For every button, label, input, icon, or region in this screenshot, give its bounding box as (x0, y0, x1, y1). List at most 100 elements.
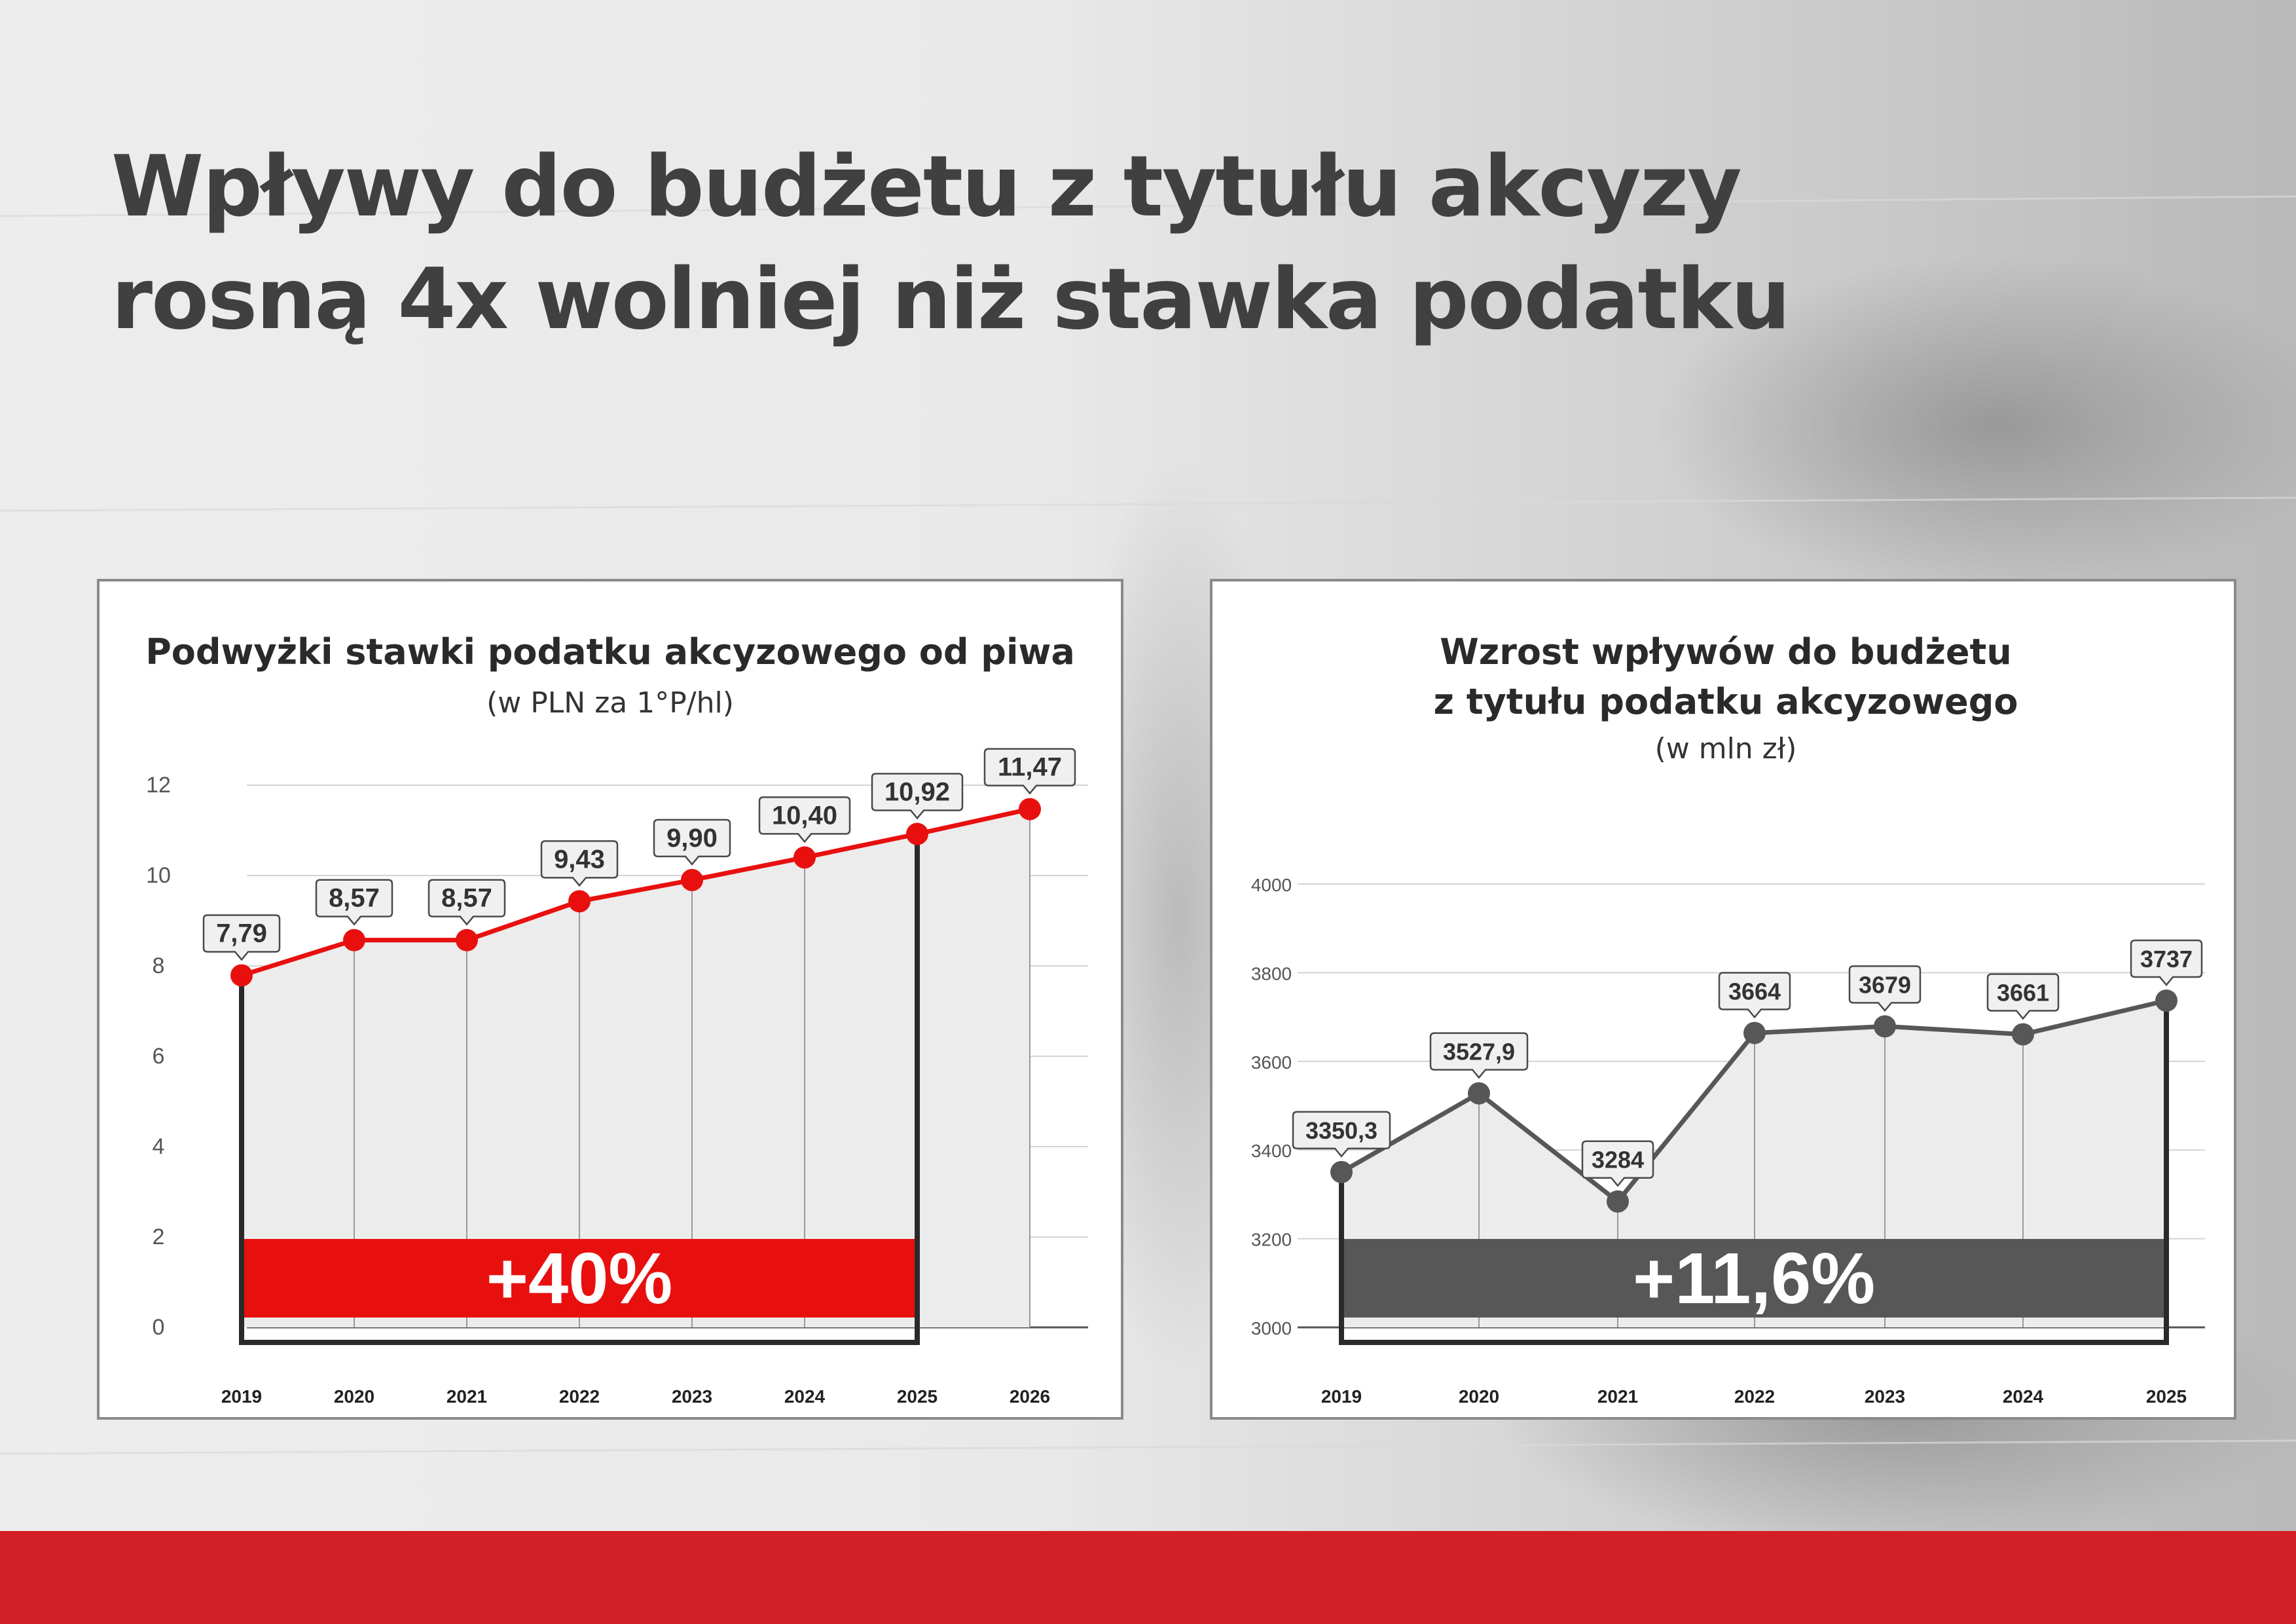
data-label-text: 9,90 (666, 824, 718, 853)
data-label-box (202, 914, 281, 961)
data-label-box (1848, 965, 1922, 1012)
data-label-text: 3284 (1592, 1147, 1644, 1173)
y-tick-label: 0 (153, 1315, 165, 1340)
data-label-text: 11,47 (998, 753, 1062, 782)
data-point (1607, 1190, 1629, 1213)
data-label: 3527,9 (1429, 1032, 1529, 1079)
x-tick-label: 2019 (1321, 1386, 1362, 1407)
change-band (1341, 1239, 2166, 1318)
data-point (2012, 1023, 2034, 1046)
data-label-box (2130, 939, 2203, 987)
data-label: 7,79 (202, 914, 281, 961)
data-label-box (1292, 1111, 1391, 1158)
data-label-text: 10,40 (772, 801, 837, 830)
x-tick-label: 2024 (784, 1386, 826, 1407)
chart-subtitle: (w mln zł) (1655, 732, 1797, 766)
page-title-line2: rosną 4x wolniej niż stawka podatku (111, 251, 1791, 348)
y-tick-label: 12 (146, 773, 171, 798)
chart-title: Podwyżki stawki podatku akcyzowego od pi… (145, 631, 1075, 673)
change-percent-label: +11,6% (1633, 1238, 1875, 1319)
data-label: 10,92 (871, 773, 964, 820)
data-point (1874, 1015, 1896, 1038)
series-line (240, 807, 1030, 978)
data-label-box (871, 773, 964, 820)
data-point (793, 846, 816, 869)
data-point (1330, 1160, 1353, 1183)
data-point (1468, 1082, 1490, 1105)
data-point (230, 964, 253, 987)
x-tick-label: 2019 (221, 1386, 262, 1407)
data-label: 10,40 (758, 796, 851, 843)
data-label: 3350,3 (1292, 1111, 1391, 1158)
data-label: 9,43 (540, 840, 619, 887)
data-label-text: 3527,9 (1443, 1039, 1515, 1065)
data-point (681, 868, 703, 891)
y-tick-label: 3000 (1251, 1318, 1292, 1338)
x-tick-label: 2022 (559, 1386, 600, 1407)
budget-revenue-chart: Wzrost wpływów do budżetu z tytułu podat… (1251, 631, 2205, 1407)
area-fill (242, 809, 1030, 1327)
x-tick-label: 2025 (897, 1386, 938, 1407)
change-band (242, 1239, 917, 1318)
y-tick-label: 3400 (1251, 1141, 1292, 1161)
data-label: 11,47 (983, 748, 1076, 795)
data-label-box (983, 748, 1076, 795)
data-label-text: 3737 (2140, 946, 2193, 972)
x-tick-label: 2020 (1459, 1386, 1499, 1407)
y-tick-label: 4000 (1251, 875, 1292, 895)
y-tick-label: 4 (153, 1134, 165, 1159)
data-label-box (758, 796, 851, 843)
y-tick-label: 3600 (1251, 1052, 1292, 1073)
data-point (906, 822, 928, 845)
data-label-box (1986, 973, 2060, 1020)
budget-revenue-chart-panel: Wzrost wpływów do budżetu z tytułu podat… (1210, 579, 2236, 1420)
y-tick-label: 2 (153, 1225, 165, 1249)
data-label-box (653, 819, 731, 866)
tax-rate-chart: Podwyżki stawki podatku akcyzowego od pi… (145, 631, 1088, 1407)
data-label-box (315, 879, 393, 926)
x-tick-label: 2020 (334, 1386, 374, 1407)
y-tick-label: 6 (153, 1044, 165, 1069)
data-label-text: 8,57 (441, 884, 492, 913)
x-tick-label: 2023 (672, 1386, 712, 1407)
x-tick-label: 2025 (2146, 1386, 2187, 1407)
chart-title: Wzrost wpływów do budżetu (1440, 631, 2012, 673)
data-label-box (540, 840, 619, 887)
data-point (568, 890, 591, 913)
data-label-text: 3664 (1728, 978, 1781, 1005)
x-tick-label: 2023 (1865, 1386, 1905, 1407)
data-label-text: 3679 (1859, 971, 1911, 998)
data-label: 3737 (2130, 939, 2203, 987)
data-label-box (1581, 1140, 1654, 1187)
x-tick-label: 2021 (1597, 1386, 1638, 1407)
data-label-text: 9,43 (554, 845, 605, 874)
page-title: Wpływy do budżetu z tytułu akcyzy rosną … (111, 131, 1813, 356)
y-tick-label: 8 (153, 953, 165, 978)
data-point (343, 929, 365, 951)
chart-subtitle: (w PLN za 1°P/hl) (486, 686, 734, 720)
footer-band (0, 1531, 2296, 1624)
x-tick-label: 2022 (1734, 1386, 1775, 1407)
data-label: 3661 (1986, 973, 2060, 1020)
data-label-text: 7,79 (216, 919, 267, 948)
range-bracket (239, 834, 920, 1345)
data-label: 3679 (1848, 965, 1922, 1012)
data-label: 3284 (1581, 1140, 1654, 1187)
data-label-text: 3350,3 (1305, 1117, 1377, 1144)
x-tick-label: 2026 (1010, 1386, 1050, 1407)
data-point (1019, 798, 1041, 821)
data-label: 8,57 (315, 879, 393, 926)
data-label-text: 3661 (1997, 980, 2049, 1006)
data-label-text: 10,92 (884, 778, 950, 807)
chart-title-line2: z tytułu podatku akcyzowego (1434, 681, 2018, 722)
data-label-text: 8,57 (329, 884, 380, 913)
data-point (1743, 1022, 1766, 1044)
data-label: 8,57 (428, 879, 506, 926)
y-tick-label: 3200 (1251, 1230, 1292, 1250)
data-point (456, 929, 478, 951)
y-tick-label: 3800 (1251, 963, 1292, 984)
x-tick-label: 2024 (2003, 1386, 2044, 1407)
data-point (2155, 989, 2178, 1012)
data-label-box (1718, 972, 1791, 1019)
x-tick-label: 2021 (446, 1386, 487, 1407)
